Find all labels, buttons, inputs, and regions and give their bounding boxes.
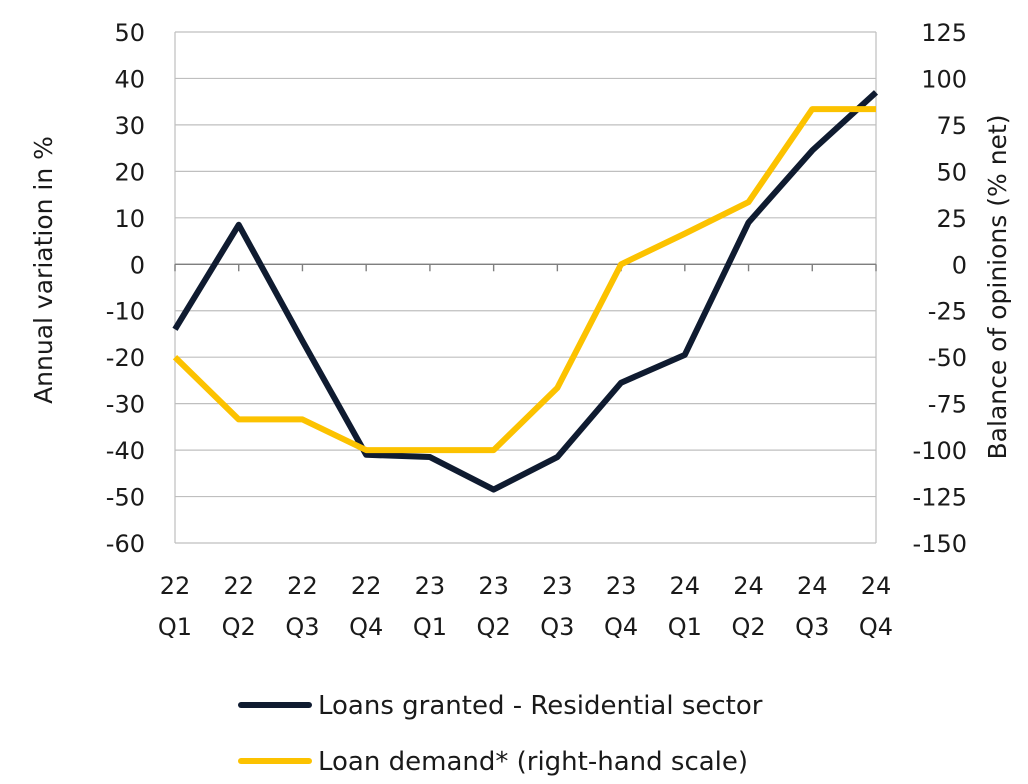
y-left-tick-label: 50 bbox=[114, 19, 145, 47]
x-tick-label-quarter: Q1 bbox=[413, 613, 447, 641]
y-right-tick-label: 50 bbox=[936, 158, 967, 186]
y-left-tick-label: 20 bbox=[114, 158, 145, 186]
x-tick-label-year: 23 bbox=[478, 572, 509, 600]
right-axis-title: Balance of opinions (% net) bbox=[983, 115, 1012, 460]
legend-item-loan-demand: Loan demand* (right-hand scale) bbox=[238, 747, 748, 777]
x-tick-label-quarter: Q4 bbox=[859, 613, 893, 641]
x-tick-label-year: 23 bbox=[606, 572, 637, 600]
x-tick-label-year: 24 bbox=[797, 572, 828, 600]
x-tick-label-year: 22 bbox=[160, 572, 191, 600]
x-tick-label-quarter: Q2 bbox=[477, 613, 511, 641]
y-right-tick-label: 25 bbox=[936, 205, 967, 233]
series-layer bbox=[172, 90, 879, 493]
x-tick-label-quarter: Q2 bbox=[731, 613, 765, 641]
y-left-tick-label: -60 bbox=[106, 530, 145, 558]
y-right-tick-label: 0 bbox=[952, 251, 967, 279]
y-left-tick-label: -20 bbox=[106, 344, 145, 372]
y-right-tick-label: -125 bbox=[913, 484, 967, 512]
x-tick-label-quarter: Q3 bbox=[795, 613, 829, 641]
left-axis-title: Annual variation in % bbox=[29, 136, 58, 404]
left-y-axis: 50 40 30 20 10 0 -10 -20 -30 -40 -50 -60 bbox=[106, 19, 145, 558]
x-tick-label-quarter: Q2 bbox=[222, 613, 256, 641]
legend-item-loans-granted: Loans granted - Residential sector bbox=[238, 691, 763, 721]
series-line-loans-granted bbox=[172, 90, 879, 493]
y-right-tick-label: 125 bbox=[921, 19, 967, 47]
y-left-tick-label: 40 bbox=[114, 65, 145, 93]
x-tick-label-quarter: Q4 bbox=[604, 613, 638, 641]
zero-axis bbox=[174, 263, 877, 272]
x-tick-label-year: 22 bbox=[351, 572, 382, 600]
y-left-tick-label: -50 bbox=[106, 484, 145, 512]
x-tick-label-year: 23 bbox=[542, 572, 573, 600]
y-left-tick-label: -30 bbox=[106, 391, 145, 419]
x-tick-label-year: 22 bbox=[287, 572, 318, 600]
y-right-tick-label: -100 bbox=[913, 437, 967, 465]
legend-label-loans-granted: Loans granted - Residential sector bbox=[318, 691, 763, 721]
x-tick-label-year: 24 bbox=[670, 572, 701, 600]
y-left-tick-label: 0 bbox=[130, 251, 145, 279]
x-tick-label-year: 23 bbox=[415, 572, 446, 600]
x-tick-label-year: 24 bbox=[861, 572, 892, 600]
right-y-axis: 125 100 75 50 25 0 -25 -50 -75 -100 -125 -150 bbox=[913, 19, 967, 558]
x-tick-label-year: 22 bbox=[223, 572, 254, 600]
y-right-tick-label: -50 bbox=[928, 344, 967, 372]
gridlines bbox=[174, 31, 877, 544]
x-tick-label-quarter: Q4 bbox=[349, 613, 383, 641]
y-right-tick-label: -75 bbox=[928, 391, 967, 419]
y-right-tick-label: -25 bbox=[928, 298, 967, 326]
y-left-tick-label: -10 bbox=[106, 298, 145, 326]
x-tick-label-quarter: Q1 bbox=[158, 613, 192, 641]
series-line-loan-demand bbox=[172, 106, 876, 454]
y-right-tick-label: 100 bbox=[921, 65, 967, 93]
x-tick-label-year: 24 bbox=[733, 572, 764, 600]
y-left-tick-label: 10 bbox=[114, 205, 145, 233]
y-right-tick-label: 75 bbox=[936, 112, 967, 140]
x-tick-label-quarter: Q3 bbox=[285, 613, 319, 641]
legend-label-loan-demand: Loan demand* (right-hand scale) bbox=[318, 747, 748, 777]
legend: Loans granted - Residential sector Loan … bbox=[238, 691, 763, 777]
y-right-tick-label: -150 bbox=[913, 530, 967, 558]
x-axis: 22 Q1 22 Q2 22 Q3 22 Q4 23 Q1 23 Q2 23 Q3 23 Q4 24 Q1 24 Q2… bbox=[158, 572, 893, 641]
x-tick-label-quarter: Q1 bbox=[668, 613, 702, 641]
y-left-tick-label: -40 bbox=[106, 437, 145, 465]
y-left-tick-label: 30 bbox=[114, 112, 145, 140]
x-tick-label-quarter: Q3 bbox=[540, 613, 574, 641]
